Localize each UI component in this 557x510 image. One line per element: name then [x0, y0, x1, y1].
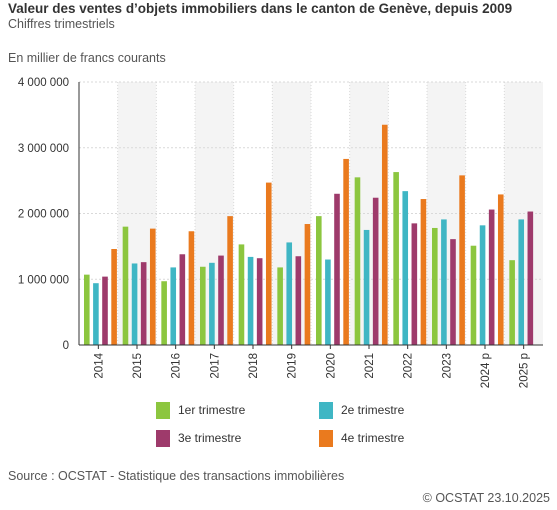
bar-q2-2016 [170, 267, 177, 345]
bar-q3-2017 [218, 255, 224, 345]
x-tick-label: 2017 [209, 353, 221, 379]
bar-q3-2020 [334, 193, 340, 345]
bar-q1-2015 [122, 226, 129, 345]
bar-q2-2017 [209, 262, 215, 345]
bar-q2-2018 [247, 256, 254, 345]
bar-q1-2025p [509, 260, 515, 345]
bar-q2-2021 [363, 229, 370, 345]
bar-q1-2020 [316, 216, 322, 345]
bar-q3-2022 [411, 223, 418, 345]
bar-q3-2016 [179, 254, 186, 345]
source-note: Source : OCSTAT - Statistique des transa… [8, 469, 345, 483]
unit-label: En millier de francs courants [8, 51, 166, 65]
bar-q4-2018 [265, 182, 272, 345]
x-tick-label: 2022 [403, 353, 415, 379]
bar-q1-2016 [161, 281, 167, 345]
chart-title: Valeur des ventes d’objets immobiliers d… [8, 1, 513, 16]
bar-q3-2018 [256, 258, 263, 345]
bar-q3-2025p [527, 211, 534, 345]
x-tick-label: 2018 [248, 353, 260, 379]
bar-q4-2024p [497, 194, 504, 345]
bar-q4-2016 [188, 231, 195, 345]
y-tick-label: 3 000 000 [18, 143, 69, 155]
x-tick-label: 2014 [93, 352, 105, 378]
x-tick-label: 2016 [171, 353, 183, 379]
bar-q2-2025p [518, 219, 525, 345]
bar-q4-2020 [343, 158, 349, 345]
bar-q4-2023 [459, 175, 465, 345]
x-tick-label: 2021 [364, 353, 376, 379]
bar-q1-2022 [393, 172, 399, 345]
x-tick-label: 2024 p [480, 353, 492, 388]
bar-q4-2015 [149, 228, 156, 345]
bar-q1-2024p [470, 245, 477, 345]
bar-q2-2022 [402, 191, 409, 345]
bar-q3-2015 [140, 262, 147, 345]
bar-q3-2019 [295, 256, 302, 345]
x-tick-label: 2020 [325, 353, 337, 379]
y-tick-label: 1 000 000 [18, 274, 69, 286]
bar-q4-2022 [420, 199, 427, 345]
bar-q2-2020 [325, 259, 331, 345]
bar-q1-2014 [84, 274, 90, 345]
copyright-note: © OCSTAT 23.10.2025 [422, 491, 550, 505]
bar-q2-2014 [93, 283, 99, 345]
y-tick-label: 4 000 000 [18, 77, 69, 89]
y-tick-label: 2 000 000 [18, 209, 69, 221]
x-tick-label: 2025 p [519, 353, 531, 388]
bar-q2-2024p [479, 225, 486, 345]
y-tick-label: 0 [63, 340, 69, 352]
bar-q4-2019 [304, 224, 311, 345]
bar-q3-2023 [450, 239, 456, 345]
bar-q4-2017 [227, 216, 233, 345]
bar-q3-2014 [102, 276, 108, 345]
bar-q2-2019 [286, 242, 293, 345]
bar-q1-2017 [200, 266, 206, 345]
x-tick-label: 2023 [441, 353, 453, 379]
bar-q1-2018 [238, 244, 245, 345]
bar-q1-2019 [277, 267, 283, 345]
bar-q3-2021 [372, 197, 379, 345]
x-tick-label: 2015 [132, 353, 144, 379]
bar-q4-2014 [111, 249, 117, 345]
bar-q1-2021 [354, 177, 361, 345]
bar-q2-2023 [441, 219, 447, 345]
chart-subtitle: Chiffres trimestriels [8, 17, 115, 31]
x-tick-label: 2019 [287, 353, 299, 379]
bar-q1-2023 [432, 227, 438, 345]
bar-q4-2021 [381, 124, 388, 345]
bar-q2-2015 [131, 263, 138, 345]
bar-q3-2024p [488, 209, 495, 345]
